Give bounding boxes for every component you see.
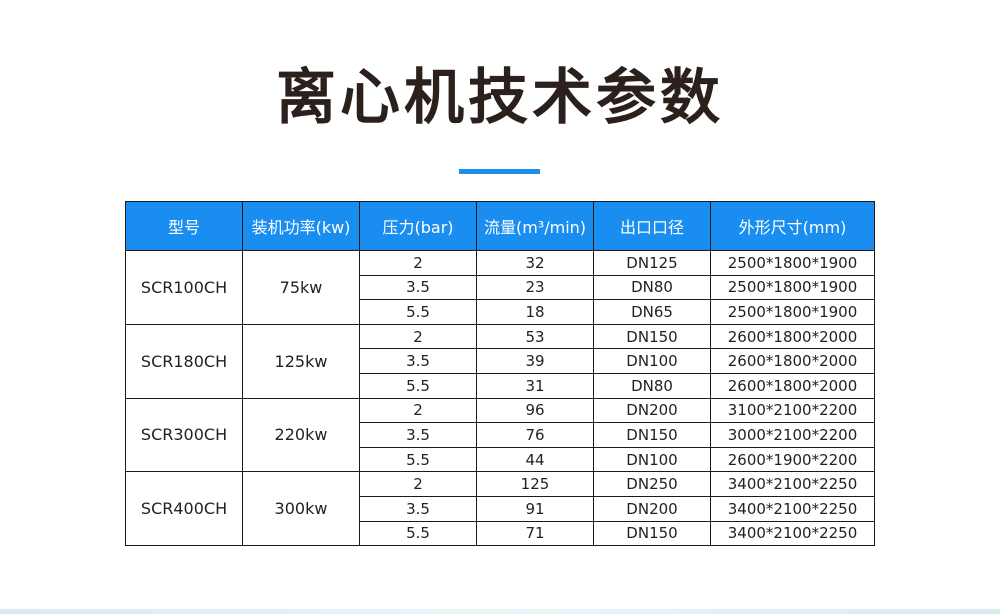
table-row: SCR100CH 75kw 2 32 DN125 2500*1800*1900 bbox=[125, 250, 875, 325]
table-row: 3.5 39 DN100 2600*1800*2000 bbox=[126, 348, 875, 374]
header-power: 装机功率(kw) bbox=[242, 201, 360, 251]
model-cell: SCR300CH bbox=[125, 397, 243, 473]
title-underline bbox=[459, 169, 540, 174]
pressure-cell: 5.5 bbox=[359, 520, 477, 547]
flow-cell: 96 bbox=[476, 397, 594, 424]
flow-cell: 23 bbox=[476, 274, 594, 301]
pressure-cell: 3.5 bbox=[359, 274, 477, 301]
size-cell: 2600*1800*2000 bbox=[710, 323, 875, 350]
outlet-cell: DN80 bbox=[593, 274, 711, 301]
flow-cell: 76 bbox=[476, 422, 594, 448]
flow-cell: 44 bbox=[476, 446, 594, 473]
outlet-cell: DN80 bbox=[593, 372, 711, 399]
outlet-cell: DN150 bbox=[593, 520, 711, 547]
pressure-cell: 2 bbox=[359, 471, 477, 497]
outlet-cell: DN200 bbox=[593, 495, 711, 522]
bottom-divider bbox=[0, 609, 1000, 614]
size-cell: 3000*2100*2200 bbox=[710, 422, 875, 448]
table-row: SCR180CH 125kw 2 53 DN150 2600*1800*2000 bbox=[125, 323, 875, 399]
size-cell: 2600*1800*2000 bbox=[710, 372, 875, 399]
outlet-cell: DN250 bbox=[593, 471, 711, 497]
pressure-cell: 2 bbox=[359, 397, 477, 424]
flow-cell: 91 bbox=[476, 495, 594, 522]
model-cell: SCR100CH bbox=[125, 250, 243, 325]
flow-cell: 71 bbox=[476, 520, 594, 547]
size-cell: 2600*1900*2200 bbox=[710, 446, 875, 473]
size-cell: 3400*2100*2250 bbox=[710, 471, 875, 497]
header-size: 外形尺寸(mm) bbox=[710, 201, 875, 251]
outlet-cell: DN65 bbox=[593, 299, 711, 325]
size-cell: 3400*2100*2250 bbox=[710, 520, 875, 547]
pressure-cell: 3.5 bbox=[359, 348, 477, 374]
table-row: 5.5 31 DN80 2600*1800*2000 bbox=[126, 372, 875, 399]
pressure-cell: 5.5 bbox=[359, 299, 477, 325]
power-cell: 125kw bbox=[242, 323, 360, 399]
header-pressure: 压力(bar) bbox=[359, 201, 477, 251]
outlet-cell: DN200 bbox=[593, 397, 711, 424]
outlet-cell: DN150 bbox=[593, 323, 711, 350]
size-cell: 2600*1800*2000 bbox=[710, 348, 875, 374]
power-cell: 300kw bbox=[242, 471, 360, 547]
outlet-cell: DN125 bbox=[593, 250, 711, 276]
power-cell: 75kw bbox=[242, 250, 360, 325]
table-row: 3.5 91 DN200 3400*2100*2250 bbox=[126, 495, 875, 522]
header-outlet: 出口口径 bbox=[593, 201, 711, 251]
outlet-cell: DN100 bbox=[593, 446, 711, 473]
size-cell: 2500*1800*1900 bbox=[710, 274, 875, 301]
table-row: 3.5 76 DN150 3000*2100*2200 bbox=[126, 422, 875, 448]
table-row: 5.5 71 DN150 3400*2100*2250 bbox=[126, 520, 875, 547]
table-row: 3.5 23 DN80 2500*1800*1900 bbox=[126, 274, 875, 301]
size-cell: 3100*2100*2200 bbox=[710, 397, 875, 424]
table-row: SCR400CH 300kw 2 125 DN250 3400*2100*225… bbox=[125, 471, 875, 547]
size-cell: 2500*1800*1900 bbox=[710, 250, 875, 276]
table-row: SCR300CH 220kw 2 96 DN200 3100*2100*2200 bbox=[125, 397, 875, 473]
flow-cell: 18 bbox=[476, 299, 594, 325]
flow-cell: 32 bbox=[476, 250, 594, 276]
flow-cell: 53 bbox=[476, 323, 594, 350]
table-header-row: 型号 装机功率(kw) 压力(bar) 流量(m³/min) 出口口径 外形尺寸… bbox=[125, 201, 875, 251]
model-cell: SCR400CH bbox=[125, 471, 243, 547]
header-model: 型号 bbox=[125, 201, 243, 251]
model-cell: SCR180CH bbox=[125, 323, 243, 399]
spec-table: 型号 装机功率(kw) 压力(bar) 流量(m³/min) 出口口径 外形尺寸… bbox=[125, 201, 875, 547]
table-row: 5.5 44 DN100 2600*1900*2200 bbox=[126, 446, 875, 473]
pressure-cell: 5.5 bbox=[359, 372, 477, 399]
pressure-cell: 2 bbox=[359, 250, 477, 276]
pressure-cell: 2 bbox=[359, 323, 477, 350]
pressure-cell: 3.5 bbox=[359, 495, 477, 522]
outlet-cell: DN100 bbox=[593, 348, 711, 374]
page-title: 离心机技术参数 bbox=[276, 63, 724, 133]
outlet-cell: DN150 bbox=[593, 422, 711, 448]
size-cell: 2500*1800*1900 bbox=[710, 299, 875, 325]
flow-cell: 125 bbox=[476, 471, 594, 497]
pressure-cell: 5.5 bbox=[359, 446, 477, 473]
flow-cell: 31 bbox=[476, 372, 594, 399]
pressure-cell: 3.5 bbox=[359, 422, 477, 448]
flow-cell: 39 bbox=[476, 348, 594, 374]
size-cell: 3400*2100*2250 bbox=[710, 495, 875, 522]
power-cell: 220kw bbox=[242, 397, 360, 473]
table-row: 5.5 18 DN65 2500*1800*1900 bbox=[126, 299, 875, 325]
header-flow: 流量(m³/min) bbox=[476, 201, 594, 251]
